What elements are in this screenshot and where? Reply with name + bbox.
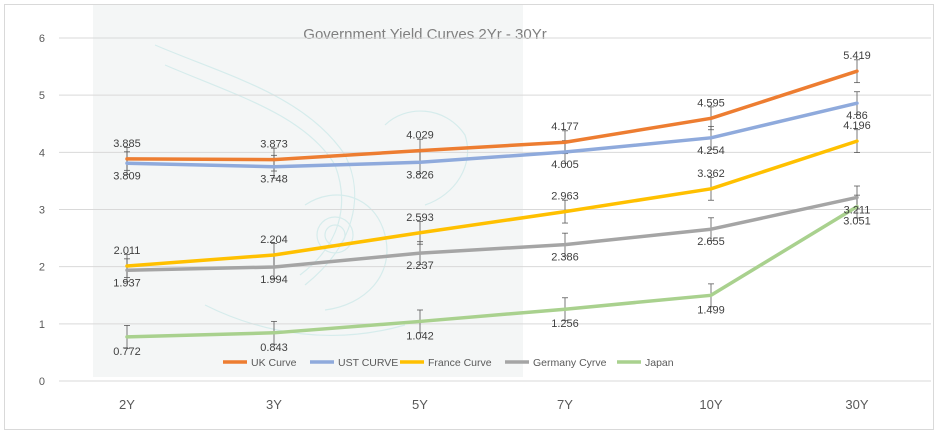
yield-curve-chart: Government Yield Curves 2Yr - 30Yr 0 1 2 3 4… — [39, 5, 931, 412]
series-line-france-curve — [125, 139, 859, 268]
data-label: 4.005 — [551, 159, 579, 171]
y-axis-ticks: 0 1 2 3 4 5 6 — [39, 33, 45, 388]
data-label: 2.204 — [260, 234, 288, 246]
y-tick-label: 1 — [39, 319, 45, 331]
data-label: 3.362 — [697, 168, 725, 180]
data-label: 3.826 — [406, 169, 434, 181]
legend-item-ust-curve: UST CURVE — [310, 357, 398, 369]
y-tick-label: 0 — [39, 376, 45, 388]
y-tick-label: 4 — [39, 147, 45, 159]
data-label: 2.237 — [406, 260, 434, 272]
data-label: 4.86 — [846, 110, 867, 122]
legend-item-japan: Japan — [617, 357, 674, 369]
data-label: 1.042 — [406, 330, 434, 342]
data-label: 3.885 — [113, 138, 141, 150]
legend-item-germany-cyrve: Germany Cyrve — [505, 357, 607, 369]
legend-label: UST CURVE — [338, 357, 398, 369]
data-label: 3.748 — [260, 174, 288, 186]
data-label: 4.595 — [697, 97, 725, 109]
data-label: 3.051 — [843, 216, 871, 228]
y-tick-label: 6 — [39, 33, 45, 45]
legend-label: Japan — [645, 357, 674, 369]
x-tick-label: 30Y — [845, 397, 868, 412]
series-lines — [125, 69, 859, 339]
x-tick-label: 7Y — [557, 397, 573, 412]
x-tick-label: 2Y — [119, 397, 135, 412]
data-label: 3.211 — [844, 204, 871, 216]
x-tick-label: 5Y — [412, 397, 428, 412]
data-label: 0.843 — [260, 342, 288, 354]
data-label: 4.177 — [551, 121, 579, 133]
legend: UK Curve UST CURVE France Curve Germany Cyr… — [223, 357, 674, 369]
y-tick-label: 5 — [39, 90, 45, 102]
data-label: 1.499 — [697, 304, 725, 316]
series-line-ust-curve — [125, 101, 859, 169]
legend-item-uk-curve: UK Curve — [223, 357, 297, 369]
series-line-germany-cyrve — [125, 195, 859, 273]
legend-item-france-curve: France Curve — [400, 357, 492, 369]
data-label: 3.873 — [260, 139, 288, 151]
x-tick-label: 10Y — [699, 397, 722, 412]
data-labels: 3.885 3.873 4.029 4.177 4.595 5.419 3.809 3.748… — [113, 50, 871, 358]
series-line-japan — [125, 204, 859, 339]
data-label: 3.809 — [113, 170, 141, 182]
y-tick-label: 3 — [39, 205, 45, 217]
x-tick-label: 3Y — [266, 397, 282, 412]
legend-label: France Curve — [428, 357, 492, 369]
data-label: 2.593 — [406, 212, 434, 224]
data-label: 5.419 — [843, 50, 871, 62]
data-label: 1.994 — [260, 274, 288, 286]
legend-label: UK Curve — [251, 357, 297, 369]
data-label: 4.196 — [843, 120, 871, 132]
chart-title: Government Yield Curves 2Yr - 30Yr — [303, 26, 546, 43]
chart-frame: Government Yield Curves 2Yr - 30Yr 0 1 2 3 4… — [4, 4, 934, 430]
data-label: 4.254 — [697, 145, 725, 157]
legend-label: Germany Cyrve — [533, 357, 607, 369]
data-label: 2.011 — [114, 245, 141, 257]
data-label: 2.386 — [551, 252, 579, 264]
data-label: 1.937 — [113, 277, 141, 289]
data-label: 0.772 — [113, 346, 141, 358]
watermark-griffin — [154, 44, 469, 336]
x-axis-ticks: 2Y 3Y 5Y 7Y 10Y 30Y — [119, 397, 869, 412]
data-label: 2.655 — [697, 236, 725, 248]
y-tick-label: 2 — [39, 262, 45, 274]
data-label: 2.963 — [551, 191, 579, 203]
data-label: 1.256 — [551, 318, 579, 330]
background-watermark — [93, 5, 523, 377]
data-label: 4.029 — [406, 130, 434, 142]
series-line-uk-curve — [125, 69, 859, 162]
